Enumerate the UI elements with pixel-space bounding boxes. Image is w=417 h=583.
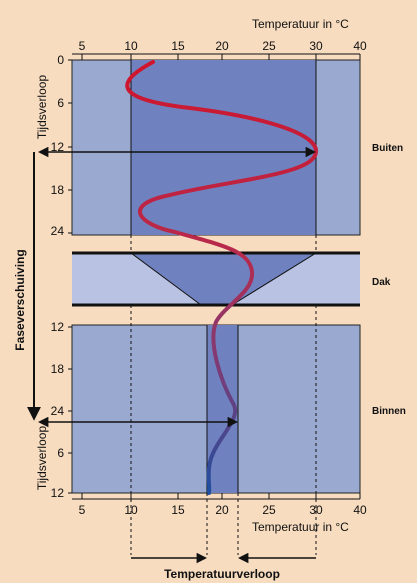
- top-time-label: 24: [51, 224, 65, 238]
- bottom-time-title: Tijdsverloop: [35, 426, 49, 491]
- bottom-time-label: 12: [51, 486, 65, 500]
- top-tick-label: 15: [171, 39, 185, 53]
- bottom-tick-label: 10: [124, 503, 138, 517]
- top-tick-label: 40: [353, 39, 367, 53]
- top-tick-label: 30: [309, 39, 323, 53]
- zone-label-inside: Binnen: [372, 406, 406, 417]
- bottom-tick-label: 30: [309, 503, 323, 517]
- top-tick-label: 5: [79, 39, 86, 53]
- top-axis-title: Temperatuur in °C: [252, 17, 349, 31]
- bottom-tick-label: 15: [171, 503, 185, 517]
- bottom-tick-label: 20: [215, 503, 229, 517]
- bottom-tick-label: 5: [79, 503, 86, 517]
- outside-amplitude-band: [131, 60, 316, 235]
- bottom-tick-label: 40: [353, 503, 367, 517]
- top-time-label: 12: [51, 140, 65, 154]
- bottom-time-label: 18: [51, 362, 65, 376]
- top-tick-label: 10: [124, 39, 138, 53]
- bottom-time-label: 6: [57, 446, 64, 460]
- bottom-time-label: 24: [51, 404, 65, 418]
- top-tick-label: 25: [262, 39, 276, 53]
- roof-wedge-right: [231, 252, 317, 306]
- bottom-time-label: 12: [51, 320, 65, 334]
- bottom-axis-title: Temperatuur in °C: [252, 520, 349, 534]
- inside-amplitude-band: [207, 325, 238, 493]
- top-time-label: 0: [57, 53, 64, 67]
- top-time-title: Tijdsverloop: [35, 75, 49, 140]
- roof-damping-wedge: [131, 253, 316, 305]
- temperature-curve: [125, 60, 318, 495]
- top-tick-label: 20: [215, 39, 229, 53]
- roof-wedge-left: [130, 252, 202, 306]
- amplitude-label: Temperatuurverloop: [164, 567, 280, 581]
- phase-shift-label: Faseverschuiving: [13, 249, 27, 350]
- bottom-tick-label: 25: [262, 503, 276, 517]
- zone-label-outside: Buiten: [372, 143, 403, 154]
- top-time-label: 18: [51, 183, 65, 197]
- zone-label-roof: Dak: [372, 277, 391, 288]
- top-time-label: 6: [57, 96, 64, 110]
